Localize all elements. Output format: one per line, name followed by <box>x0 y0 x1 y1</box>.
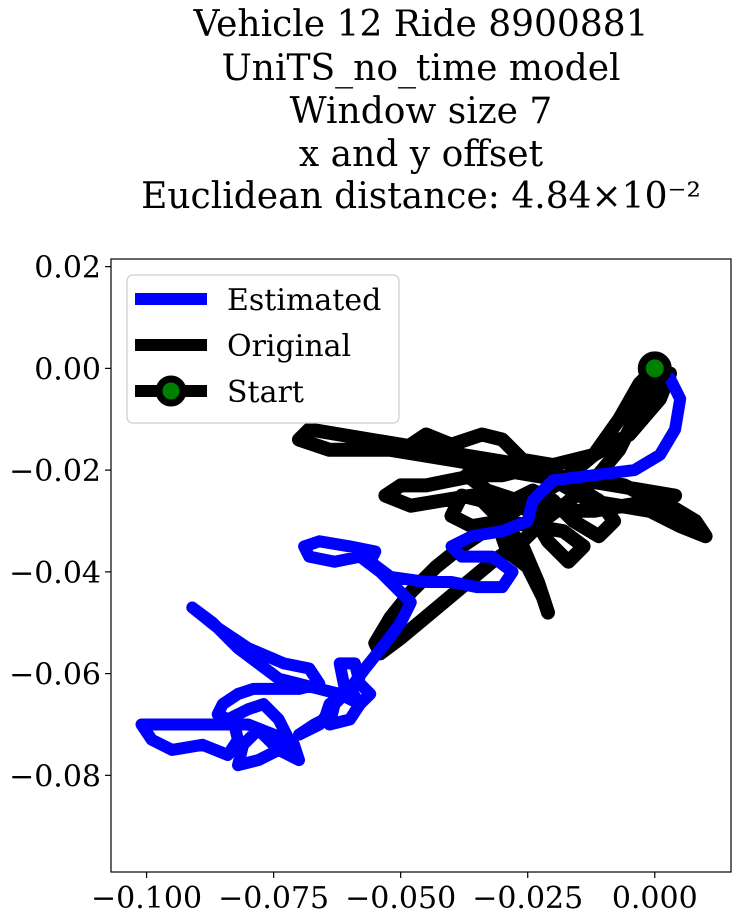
title-line-4: x and y offset <box>299 134 544 175</box>
x-tick-label: −0.075 <box>218 881 329 916</box>
plot-area <box>110 258 732 873</box>
title-line-3: Window size 7 <box>290 91 553 132</box>
x-tick-label: −0.050 <box>345 881 456 916</box>
legend: Estimated Original Start <box>126 274 400 424</box>
y-tick-label: 0.02 <box>34 251 101 286</box>
series-layer <box>135 351 713 772</box>
legend-label-original: Original <box>227 329 351 364</box>
x-tick-label: −0.025 <box>472 881 583 916</box>
title-line-5: Euclidean distance: 4.84×10⁻² <box>141 176 701 217</box>
y-axis: 0.02 0.00 −0.02 −0.04 −0.06 −0.08 <box>9 251 111 794</box>
y-tick-label: −0.02 <box>9 454 101 489</box>
x-axis: −0.100 −0.075 −0.050 −0.025 0.000 <box>91 872 698 916</box>
series-line-estimated <box>135 362 687 772</box>
plot-frame <box>110 258 732 873</box>
title-line-1: Vehicle 12 Ride 8900881 <box>192 4 648 45</box>
chart-title: Vehicle 12 Ride 8900881 UniTS_no_time mo… <box>141 4 701 217</box>
legend-start-marker <box>155 375 187 407</box>
legend-label-start: Start <box>227 375 304 410</box>
title-line-2: UniTS_no_time model <box>221 48 620 89</box>
start-marker <box>637 351 672 386</box>
series-line-original <box>292 361 713 661</box>
x-tick-label: −0.100 <box>91 881 202 916</box>
y-tick-label: −0.06 <box>9 658 101 693</box>
x-tick-label: 0.000 <box>612 881 698 916</box>
legend-label-estimated: Estimated <box>227 283 381 318</box>
y-tick-label: −0.04 <box>9 556 101 591</box>
y-tick-label: 0.00 <box>34 352 101 387</box>
y-tick-label: −0.08 <box>9 759 101 794</box>
